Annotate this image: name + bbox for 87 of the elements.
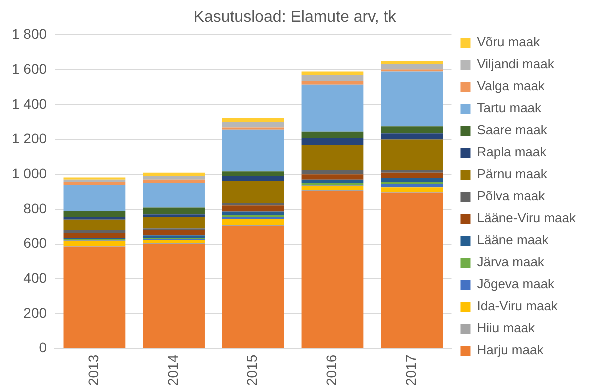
bar — [222, 118, 284, 122]
legend-label: Harju maak — [477, 342, 544, 358]
y-tick-label: 600 — [24, 235, 48, 252]
bar — [381, 60, 444, 64]
legend-label: Saare maak — [477, 122, 548, 138]
bar — [64, 180, 126, 182]
bar — [64, 240, 126, 246]
bar — [381, 140, 444, 170]
y-tick-label: 1 400 — [12, 96, 48, 112]
bar — [302, 170, 364, 175]
bar — [64, 185, 126, 212]
legend-label: Põlva maak — [477, 188, 546, 204]
y-tick-label: 0 — [39, 340, 48, 356]
bar — [381, 134, 444, 140]
bar — [302, 138, 364, 145]
y-tick-label: 1 600 — [12, 60, 48, 77]
bar — [302, 191, 364, 348]
y-tick-label: 1 800 — [12, 26, 48, 42]
bar — [222, 206, 284, 212]
bar — [381, 72, 444, 127]
legend-label: Rapla maak — [477, 144, 548, 160]
legend-label: Valga maak — [477, 78, 546, 94]
bar — [222, 172, 284, 176]
legend-label: Jõgeva maak — [477, 276, 556, 292]
bar — [302, 75, 364, 82]
legend-label: Lääne-Viru maak — [477, 210, 576, 226]
bar — [143, 240, 205, 244]
bar — [143, 176, 205, 180]
bar — [381, 64, 444, 70]
bar — [222, 181, 284, 204]
legend-label: Tartu maak — [477, 100, 542, 116]
bar — [381, 188, 444, 192]
legend-label: Hiiu maak — [477, 320, 536, 336]
bar — [143, 214, 205, 218]
chart-title: Kasutusload: Elamute arv, tk — [194, 9, 398, 26]
bar — [143, 244, 205, 348]
bar — [302, 186, 364, 190]
y-tick-label: 400 — [24, 270, 48, 286]
y-tick-label: 200 — [24, 304, 48, 321]
legend-label: Ida-Viru maak — [477, 298, 558, 314]
bar — [222, 212, 284, 216]
bar — [143, 217, 205, 229]
bar — [64, 230, 126, 233]
bar — [64, 232, 126, 238]
y-tick-label: 800 — [24, 200, 48, 216]
bar — [302, 144, 364, 170]
bar — [143, 230, 205, 236]
bar — [381, 126, 444, 134]
x-tick-label: 2016 — [324, 354, 340, 386]
x-tick-label: 2014 — [164, 354, 181, 386]
y-tick-label: 1 000 — [12, 165, 48, 182]
bar — [302, 84, 364, 132]
bar — [222, 219, 284, 226]
legend-label: Võru maak — [477, 34, 541, 50]
bar — [381, 178, 444, 182]
legend-label: Lääne maak — [477, 232, 550, 248]
bar — [222, 176, 284, 182]
bar — [302, 72, 364, 76]
x-tick-label: 2017 — [402, 354, 419, 386]
legend-label: Järva maak — [477, 254, 545, 270]
bar — [64, 211, 126, 217]
bar — [302, 132, 364, 138]
bar — [143, 172, 205, 176]
bar — [381, 170, 444, 173]
bar — [64, 220, 126, 230]
bar — [64, 216, 126, 220]
bar — [64, 182, 126, 186]
bar — [302, 174, 364, 180]
bar — [143, 208, 205, 215]
legend-label: Viljandi maak — [477, 56, 555, 72]
bar — [143, 180, 205, 184]
x-tick-label: 2013 — [86, 354, 102, 386]
bar — [381, 172, 444, 178]
bar — [222, 130, 284, 172]
bar — [222, 203, 284, 206]
bar — [222, 122, 284, 128]
legend-label: Pärnu maak — [477, 166, 548, 182]
bar — [302, 81, 364, 85]
bar — [143, 183, 205, 208]
bar — [64, 246, 126, 348]
y-tick-label: 1 200 — [12, 130, 48, 147]
bar — [381, 184, 444, 188]
bar — [381, 192, 444, 348]
bar — [302, 180, 364, 184]
bar — [222, 226, 284, 348]
bar — [143, 236, 205, 238]
x-tick-label: 2015 — [244, 354, 260, 386]
